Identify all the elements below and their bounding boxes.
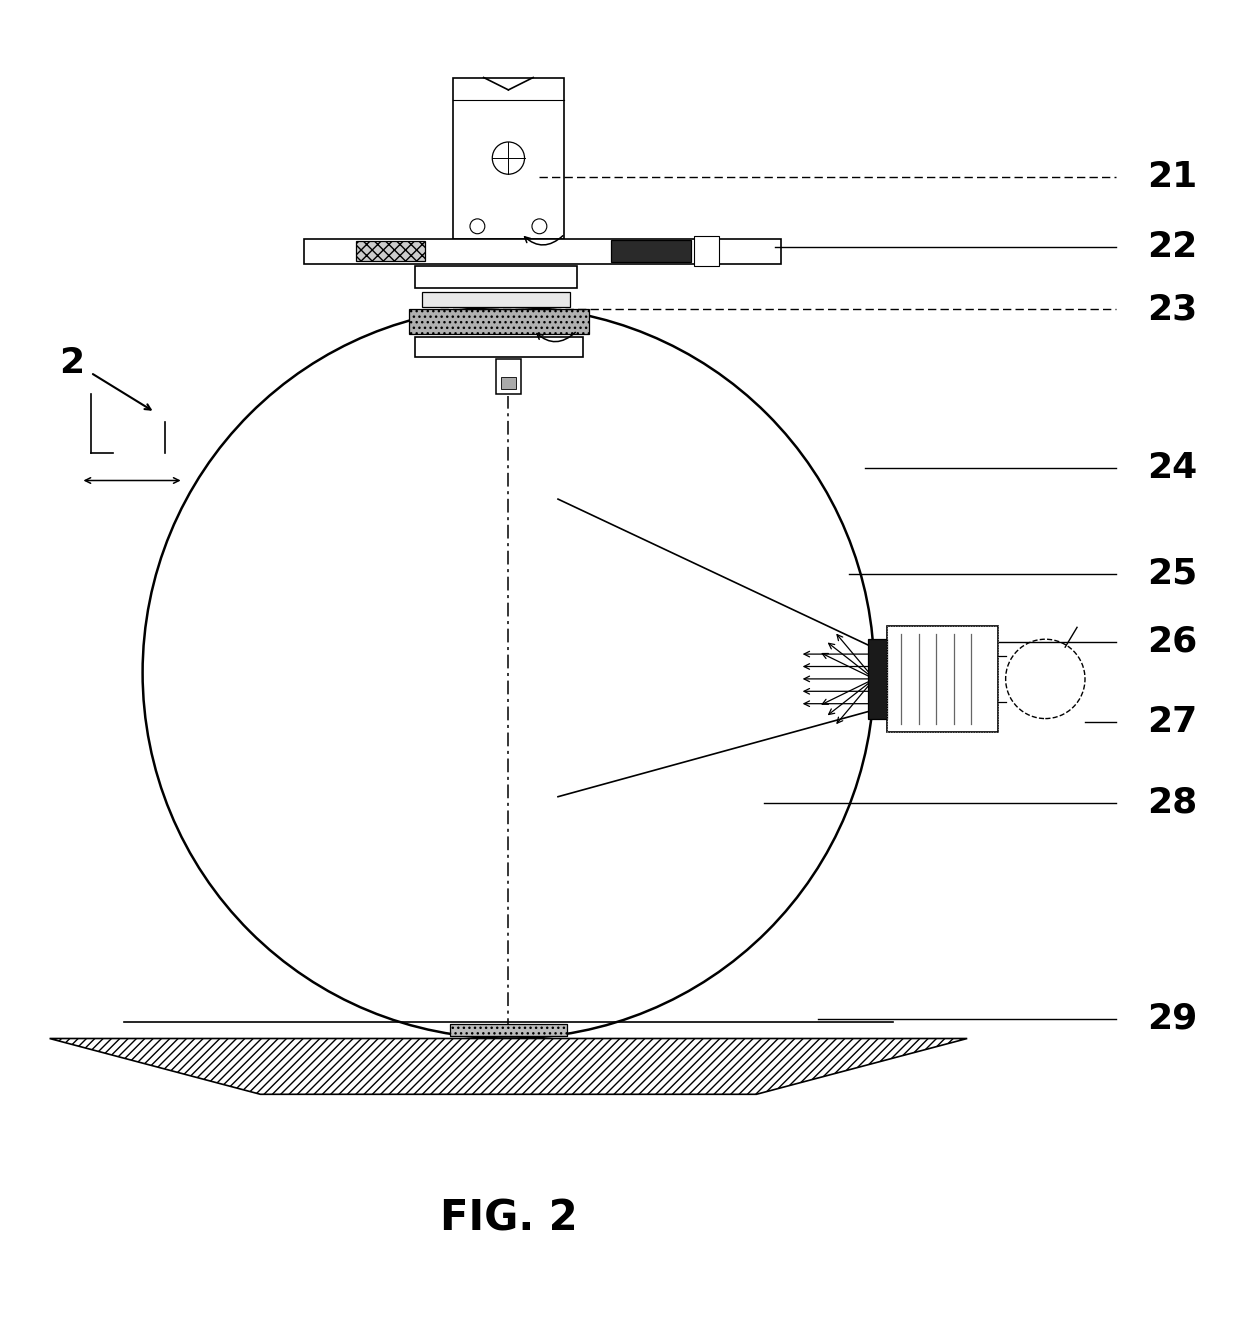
Text: 28: 28: [1147, 786, 1198, 820]
Bar: [501, 377, 516, 389]
Text: 24: 24: [1147, 451, 1198, 485]
Bar: [694, 236, 719, 267]
Bar: [887, 627, 998, 732]
Bar: [449, 1024, 568, 1036]
Text: 29: 29: [1147, 1001, 1198, 1036]
Text: 23: 23: [1147, 292, 1198, 327]
Bar: [415, 267, 577, 288]
Text: FIG. 2: FIG. 2: [440, 1197, 577, 1240]
Bar: [356, 241, 424, 261]
Bar: [887, 627, 998, 732]
Bar: [304, 239, 781, 264]
Text: 25: 25: [1147, 556, 1198, 591]
Bar: [611, 240, 692, 263]
Polygon shape: [50, 1038, 967, 1094]
Text: 21: 21: [1147, 160, 1198, 193]
Bar: [415, 337, 583, 356]
Text: 22: 22: [1147, 231, 1198, 264]
Bar: [453, 77, 564, 239]
Bar: [496, 359, 521, 393]
Text: 26: 26: [1147, 625, 1198, 659]
Text: 2: 2: [60, 345, 84, 380]
Bar: [422, 292, 570, 307]
Bar: [868, 639, 887, 720]
Text: 27: 27: [1147, 705, 1198, 740]
Bar: [409, 309, 589, 335]
Bar: [449, 1024, 568, 1036]
